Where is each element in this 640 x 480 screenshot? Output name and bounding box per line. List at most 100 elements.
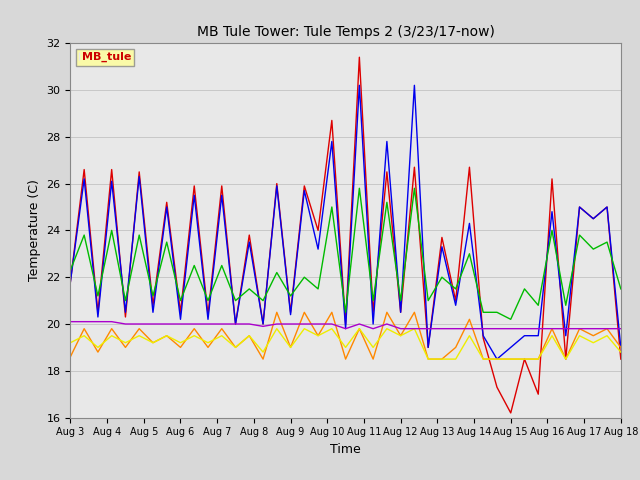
Tul2_Ts-4 bbox=[424, 298, 432, 303]
Y-axis label: Temperature (C): Temperature (C) bbox=[28, 180, 41, 281]
Tul2_Ts-8 bbox=[232, 345, 239, 350]
Tul2_Ts-2 bbox=[149, 310, 157, 315]
Tul2_Ts-4 bbox=[218, 263, 226, 268]
Tul2_Ts-2 bbox=[122, 310, 129, 315]
Line: Tul2_Ts-16: Tul2_Ts-16 bbox=[70, 329, 621, 359]
Tul2_Ts-4 bbox=[534, 302, 542, 308]
Tul2_Ts-8 bbox=[108, 326, 116, 332]
Tul2_Ts-2 bbox=[617, 345, 625, 350]
Tul2_Tw+2 bbox=[218, 183, 226, 189]
Tul2_Ts-32 bbox=[465, 326, 473, 332]
Tul2_Ts-4 bbox=[603, 239, 611, 245]
Tul2_Tw+2 bbox=[328, 118, 335, 123]
Tul2_Ts-2 bbox=[177, 316, 184, 322]
Tul2_Tw+2 bbox=[617, 356, 625, 362]
Tul2_Ts-16 bbox=[163, 333, 170, 338]
Tul2_Ts-16 bbox=[397, 333, 404, 338]
Tul2_Ts-2 bbox=[232, 321, 239, 327]
Tul2_Ts-16 bbox=[507, 356, 515, 362]
Tul2_Ts-16 bbox=[534, 356, 542, 362]
Tul2_Ts-16 bbox=[383, 326, 390, 332]
Tul2_Ts-16 bbox=[452, 356, 460, 362]
Tul2_Ts-32 bbox=[108, 319, 116, 324]
Tul2_Ts-16 bbox=[136, 333, 143, 338]
Tul2_Ts-16 bbox=[617, 349, 625, 355]
Tul2_Ts-32 bbox=[259, 324, 267, 329]
Tul2_Ts-8 bbox=[218, 326, 226, 332]
Tul2_Ts-4 bbox=[589, 246, 597, 252]
Tul2_Ts-4 bbox=[493, 310, 500, 315]
Tul2_Tw+2 bbox=[81, 167, 88, 172]
Tul2_Ts-32 bbox=[67, 319, 74, 324]
Tul2_Ts-4 bbox=[452, 286, 460, 292]
Tul2_Ts-2 bbox=[94, 314, 102, 320]
Tul2_Ts-4 bbox=[300, 275, 308, 280]
Tul2_Ts-4 bbox=[94, 293, 102, 299]
Tul2_Ts-8 bbox=[465, 316, 473, 322]
Tul2_Ts-2 bbox=[424, 345, 432, 350]
Tul2_Ts-2 bbox=[342, 326, 349, 332]
Tul2_Tw+2 bbox=[383, 169, 390, 175]
Tul2_Ts-32 bbox=[424, 326, 432, 332]
Tul2_Tw+2 bbox=[603, 204, 611, 210]
Tul2_Ts-32 bbox=[438, 326, 445, 332]
Tul2_Ts-8 bbox=[81, 326, 88, 332]
Tul2_Ts-8 bbox=[617, 345, 625, 350]
Tul2_Ts-2 bbox=[562, 333, 570, 338]
Tul2_Ts-2 bbox=[369, 321, 377, 327]
Tul2_Ts-16 bbox=[369, 345, 377, 350]
Tul2_Ts-32 bbox=[548, 326, 556, 332]
Tul2_Ts-16 bbox=[108, 333, 116, 338]
Tul2_Ts-16 bbox=[438, 356, 445, 362]
Tul2_Ts-4 bbox=[548, 228, 556, 233]
Tul2_Ts-16 bbox=[259, 349, 267, 355]
Tul2_Ts-4 bbox=[177, 298, 184, 303]
Tul2_Ts-2 bbox=[411, 83, 419, 88]
Tul2_Ts-4 bbox=[369, 298, 377, 303]
Tul2_Tw+2 bbox=[273, 181, 280, 187]
Tul2_Ts-2 bbox=[438, 244, 445, 250]
Tul2_Tw+2 bbox=[149, 302, 157, 308]
Tul2_Ts-8 bbox=[493, 356, 500, 362]
Tul2_Ts-32 bbox=[232, 321, 239, 327]
Tul2_Ts-4 bbox=[136, 232, 143, 238]
Tul2_Tw+2 bbox=[576, 204, 584, 210]
Tul2_Ts-8 bbox=[562, 356, 570, 362]
Tul2_Tw+2 bbox=[287, 310, 294, 315]
Tul2_Ts-32 bbox=[383, 321, 390, 327]
Tul2_Ts-16 bbox=[122, 340, 129, 346]
Tul2_Ts-8 bbox=[411, 310, 419, 315]
Tul2_Tw+2 bbox=[314, 228, 322, 233]
Tul2_Ts-32 bbox=[163, 321, 170, 327]
Tul2_Tw+2 bbox=[411, 164, 419, 170]
Tul2_Ts-2 bbox=[589, 216, 597, 222]
Tul2_Ts-16 bbox=[81, 333, 88, 338]
Tul2_Ts-32 bbox=[94, 319, 102, 324]
Tul2_Tw+2 bbox=[136, 169, 143, 175]
Tul2_Tw+2 bbox=[397, 310, 404, 315]
Tul2_Ts-4 bbox=[356, 185, 364, 191]
Tul2_Ts-32 bbox=[81, 319, 88, 324]
Tul2_Ts-8 bbox=[520, 356, 528, 362]
Tul2_Ts-2 bbox=[576, 204, 584, 210]
Tul2_Ts-2 bbox=[452, 302, 460, 308]
Tul2_Tw+2 bbox=[493, 384, 500, 390]
Tul2_Ts-2 bbox=[204, 316, 212, 322]
Tul2_Ts-4 bbox=[507, 316, 515, 322]
Tul2_Ts-16 bbox=[465, 333, 473, 338]
Tul2_Ts-8 bbox=[479, 356, 487, 362]
Tul2_Tw+2 bbox=[562, 356, 570, 362]
Tul2_Tw+2 bbox=[507, 410, 515, 416]
Tul2_Ts-16 bbox=[245, 333, 253, 338]
Line: Tul2_Ts-8: Tul2_Ts-8 bbox=[70, 312, 621, 359]
Tul2_Ts-8 bbox=[383, 310, 390, 315]
Tul2_Ts-2 bbox=[328, 139, 335, 144]
Tul2_Ts-2 bbox=[493, 356, 500, 362]
Tul2_Ts-4 bbox=[438, 275, 445, 280]
Tul2_Ts-4 bbox=[576, 232, 584, 238]
Tul2_Ts-16 bbox=[424, 356, 432, 362]
Tul2_Ts-2 bbox=[548, 209, 556, 215]
Tul2_Ts-8 bbox=[204, 345, 212, 350]
Line: Tul2_Tw+2: Tul2_Tw+2 bbox=[70, 57, 621, 413]
Tul2_Ts-32 bbox=[136, 321, 143, 327]
